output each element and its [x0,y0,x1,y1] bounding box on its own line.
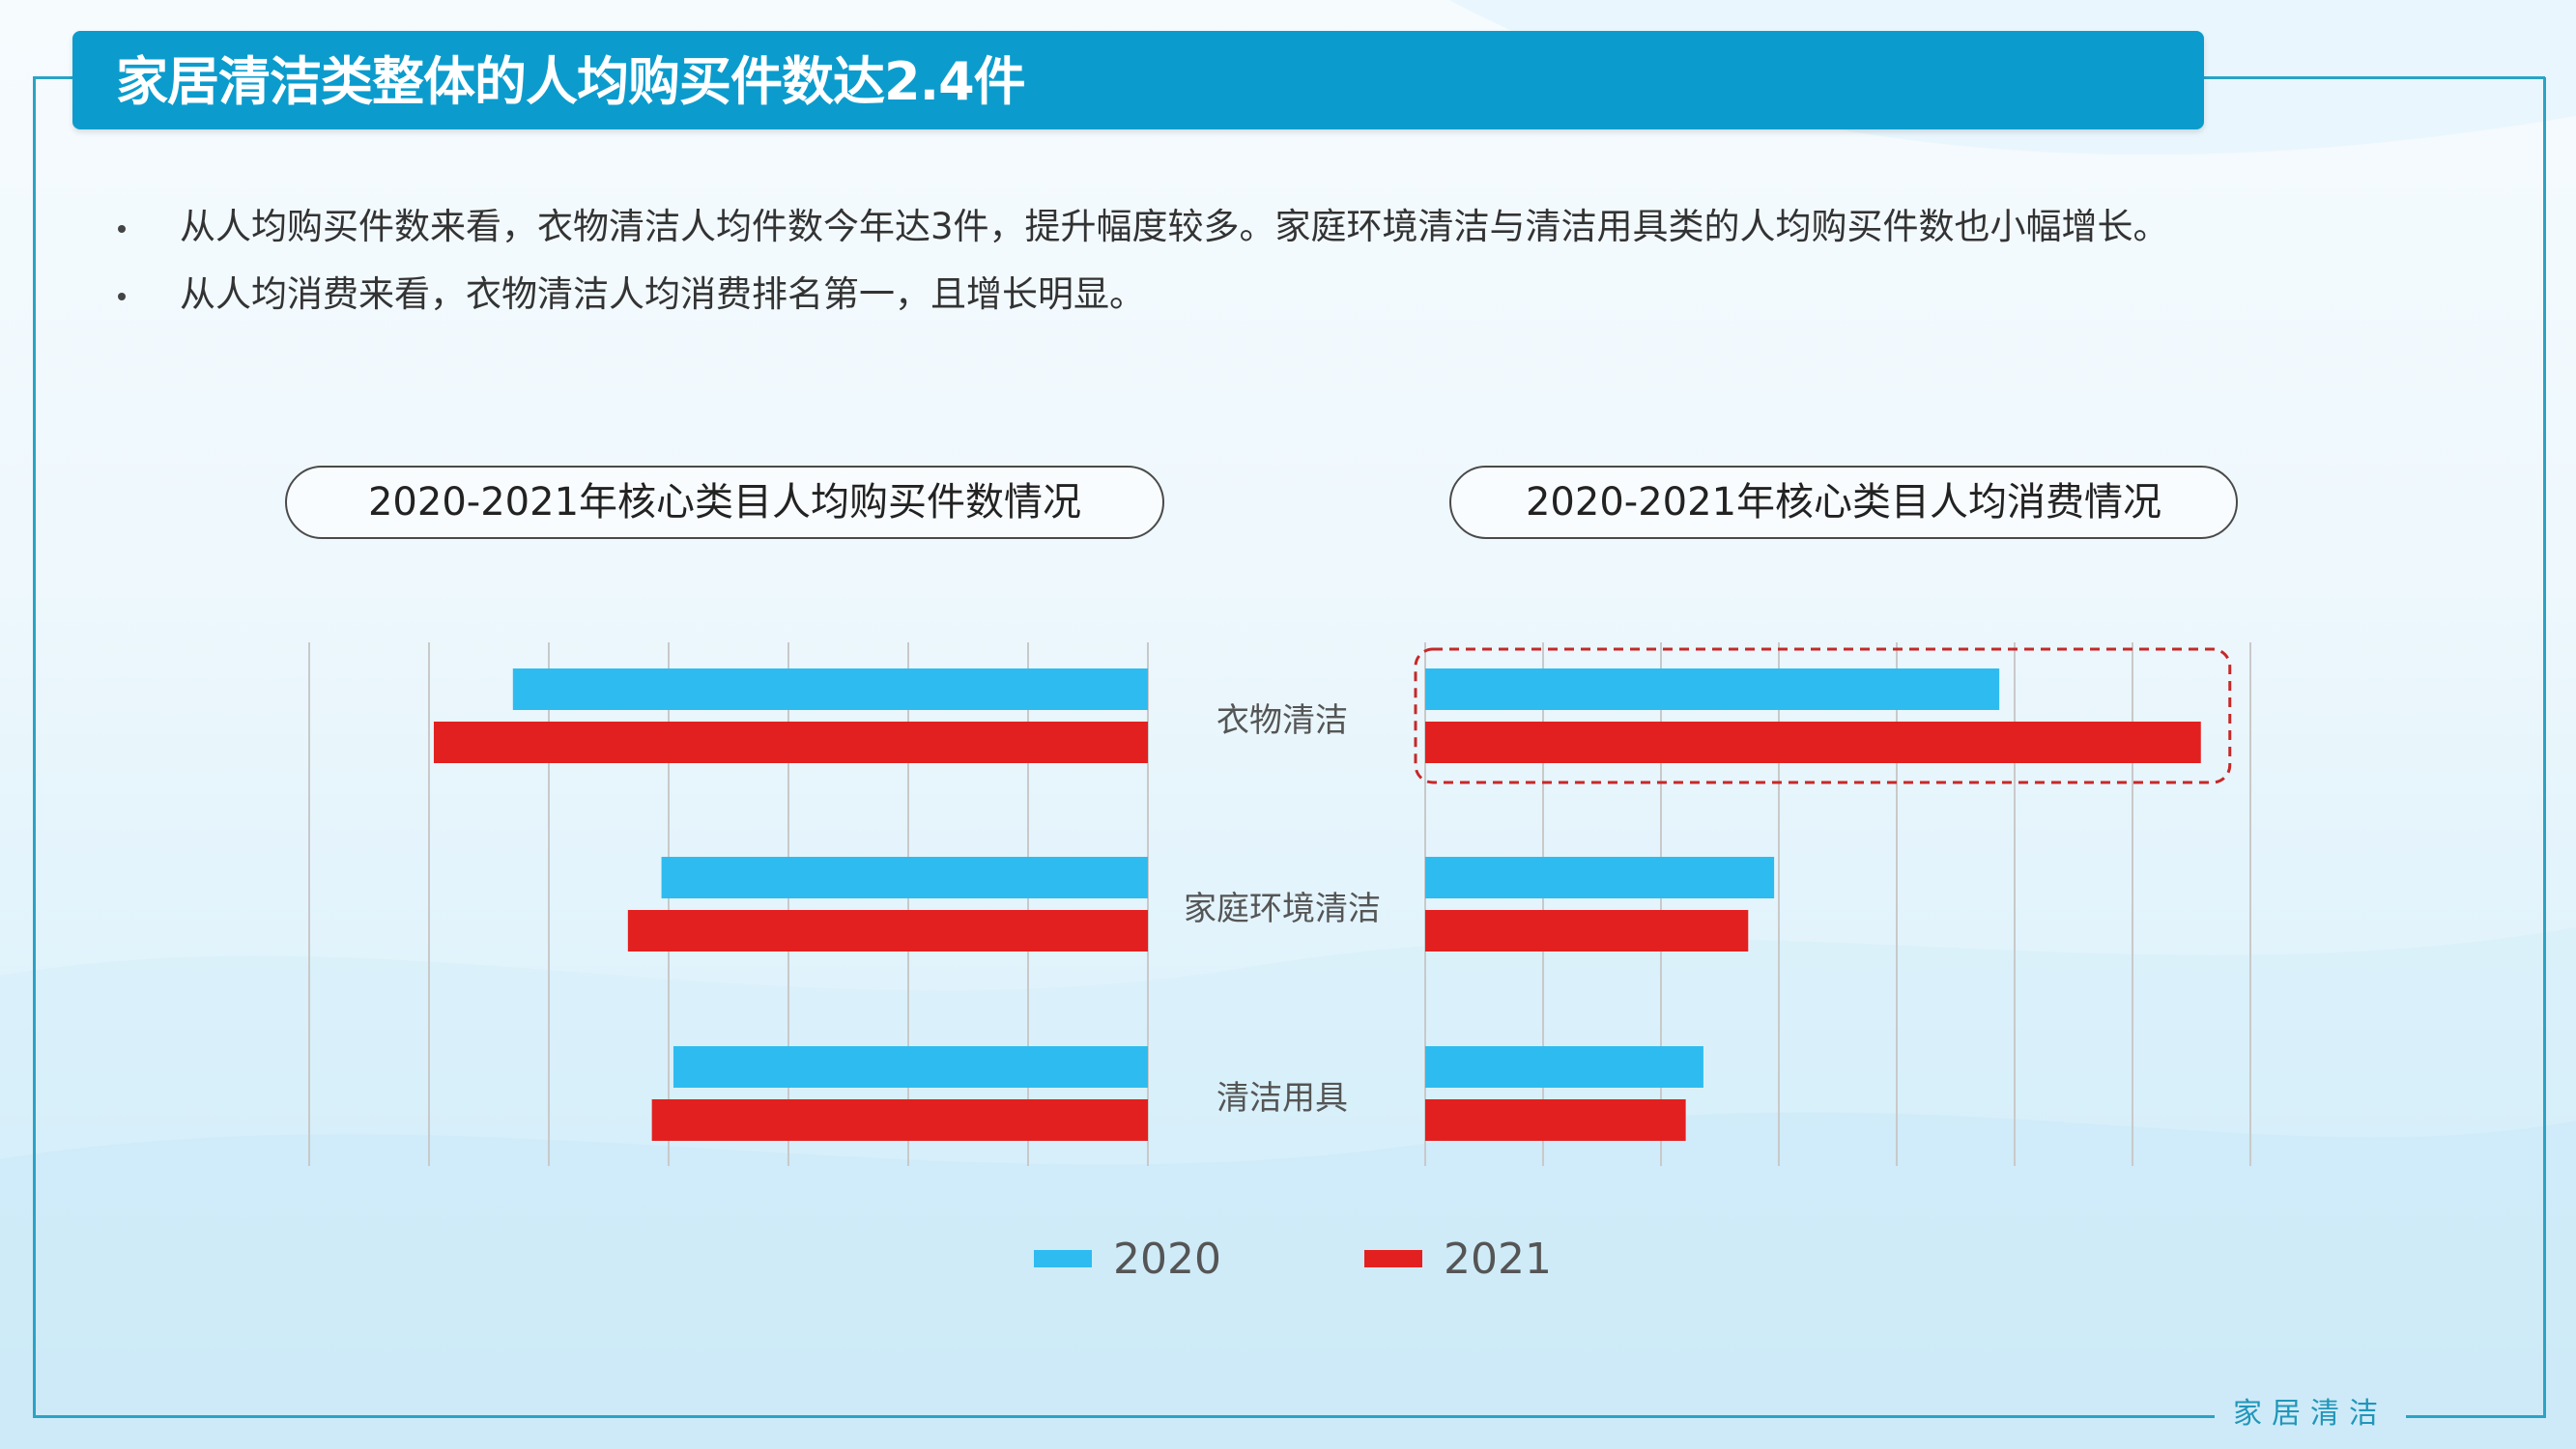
category-label: 清洁用具 [1216,1079,1348,1118]
bar-count-2020 [512,668,1148,710]
bar-count-2020 [661,857,1148,898]
page-title: 家居清洁类整体的人均购买件数达2.4件 [116,51,1026,112]
bar-count-2021 [433,722,1149,763]
bullet-list: 从人均购买件数来看，衣物清洁人均件数今年达3件，提升幅度较多。家庭环境清洁与清洁… [114,198,2169,333]
category-label: 家庭环境清洁 [1184,890,1381,928]
bar-spend-2020 [1425,668,2000,710]
bullet-item: 从人均购买件数来看，衣物清洁人均件数今年达3件，提升幅度较多。家庭环境清洁与清洁… [114,198,2169,266]
frame-right-line [2543,77,2546,1418]
bar-spend-2020 [1425,857,1775,898]
legend-label-2020: 2020 [1113,1235,1221,1284]
frame-bottom-line-left [33,1415,2215,1418]
frame-bottom-line-right [2406,1415,2546,1418]
category-label: 衣物清洁 [1216,701,1348,740]
legend-swatch-2020 [1034,1250,1092,1267]
highlight-box [1414,647,2232,784]
frame-left-line [33,77,36,1418]
bar-count-2021 [651,1099,1148,1141]
bar-spend-2021 [1425,1099,1686,1141]
title-bar [72,31,2204,129]
frame-top-line [33,76,81,79]
bar-count-2020 [673,1046,1148,1088]
bar-spend-2020 [1425,1046,1703,1088]
legend-swatch-2021 [1364,1250,1422,1267]
bar-count-2021 [627,910,1148,952]
footer-label: 家居清洁 [2233,1397,2388,1431]
frame-top-right-line [2201,76,2545,79]
bar-spend-2021 [1425,910,1749,952]
chart-left-title: 2020-2021年核心类目人均购买件数情况 [285,466,1164,539]
bullet-item: 从人均消费来看，衣物清洁人均消费排名第一，且增长明显。 [114,266,2169,333]
bar-spend-2021 [1425,722,2201,763]
legend-label-2021: 2021 [1444,1235,1552,1284]
chart-right-title: 2020-2021年核心类目人均消费情况 [1449,466,2238,539]
